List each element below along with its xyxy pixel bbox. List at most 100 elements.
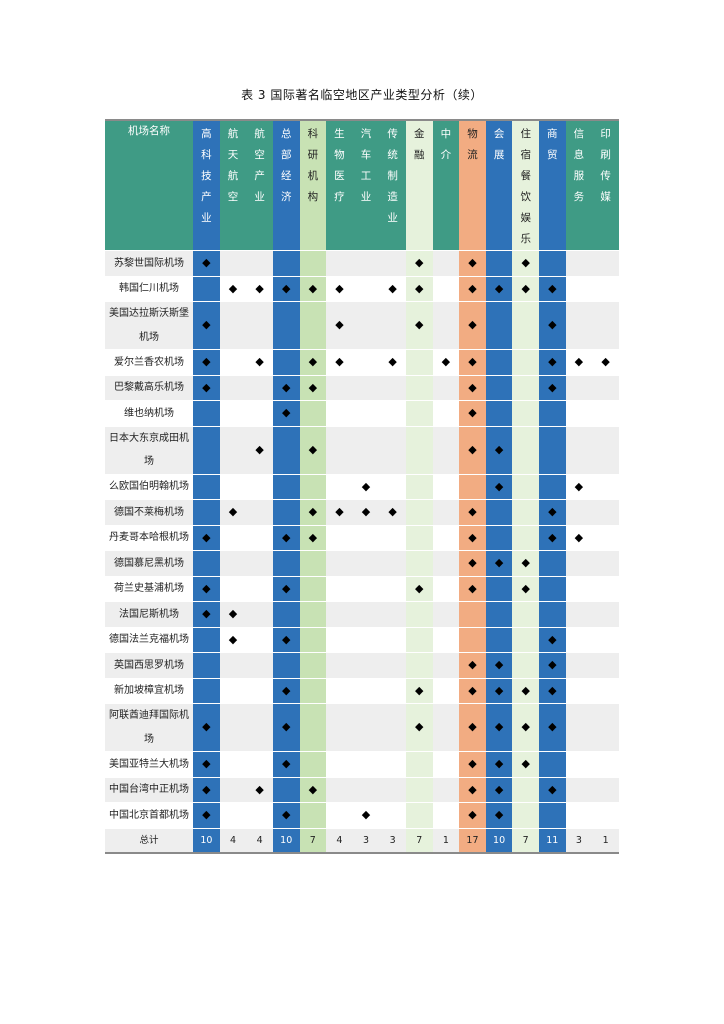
total-cell: 4	[219, 828, 247, 854]
column-header-label: 中介	[440, 128, 452, 161]
diamond-mark-icon: ◆	[494, 479, 504, 493]
diamond-mark-icon: ◆	[548, 720, 557, 734]
mark-cell	[326, 627, 353, 653]
diamond-mark-icon: ◆	[335, 505, 344, 518]
diamond-mark-icon: ◆	[468, 757, 477, 770]
mark-cell	[512, 499, 539, 526]
diamond-mark-icon: ◆	[202, 757, 211, 770]
mark-cell	[326, 525, 353, 551]
mark-cell	[299, 678, 327, 704]
column-header: 金融	[405, 120, 433, 251]
table-row: 德国不莱梅机场 ◆ ◆ ◆ ◆ ◆ ◆ ◆	[105, 499, 619, 526]
table-row: 阿联酋迪拜国际机场 ◆ ◆ ◆ ◆ ◆ ◆ ◆	[105, 703, 619, 752]
mark-cell: ◆	[246, 276, 273, 302]
mark-cell: ◆	[193, 349, 220, 376]
mark-cell	[219, 703, 247, 752]
table-row: 韩国仁川机场 ◆ ◆ ◆ ◆ ◆ ◆ ◆ ◆ ◆ ◆ ◆	[105, 276, 619, 302]
mark-cell	[193, 276, 220, 302]
mark-cell	[565, 250, 593, 277]
mark-cell	[379, 375, 406, 401]
mark-cell: ◆	[459, 777, 486, 803]
diamond-mark-icon: ◆	[361, 505, 371, 518]
diamond-mark-icon: ◆	[255, 281, 264, 295]
total-label: 总计	[105, 828, 194, 854]
mark-cell	[379, 652, 406, 679]
mark-cell: ◆	[459, 499, 486, 526]
mark-cell	[352, 678, 380, 704]
diamond-mark-icon: ◆	[494, 808, 504, 821]
column-header: 生物医疗	[326, 120, 353, 251]
mark-cell: ◆	[219, 276, 247, 302]
mark-cell	[219, 301, 247, 350]
mark-cell	[379, 250, 406, 277]
mark-cell	[592, 250, 619, 277]
mark-cell	[592, 499, 619, 526]
mark-cell	[432, 426, 460, 475]
mark-cell: ◆	[326, 499, 353, 526]
mark-cell	[565, 550, 593, 577]
column-header: 航空产业	[246, 120, 273, 251]
mark-cell: ◆	[405, 276, 433, 302]
mark-cell: ◆	[459, 276, 486, 302]
mark-cell	[326, 576, 353, 602]
mark-cell	[485, 627, 513, 653]
diamond-mark-icon: ◆	[494, 556, 504, 569]
total-cell: 1	[432, 828, 460, 854]
mark-cell: ◆	[459, 652, 486, 679]
diamond-mark-icon: ◆	[202, 355, 211, 368]
airport-name-cell: 丹麦哥本哈根机场	[105, 525, 194, 551]
mark-cell	[272, 349, 300, 376]
diamond-mark-icon: ◆	[308, 505, 318, 518]
diamond-mark-icon: ◆	[202, 256, 211, 269]
mark-cell	[405, 499, 433, 526]
diamond-mark-icon: ◆	[335, 355, 344, 368]
mark-cell	[485, 601, 513, 628]
mark-cell	[539, 751, 566, 778]
mark-cell: ◆	[246, 349, 273, 376]
mark-cell	[432, 301, 460, 350]
diamond-mark-icon: ◆	[415, 318, 424, 332]
mark-cell	[352, 250, 380, 277]
mark-cell: ◆	[379, 349, 406, 376]
mark-cell	[352, 652, 380, 679]
diamond-mark-icon: ◆	[468, 658, 477, 671]
diamond-mark-icon: ◆	[255, 355, 264, 368]
total-cell: 4	[326, 828, 353, 854]
diamond-mark-icon: ◆	[468, 808, 477, 821]
mark-cell	[405, 627, 433, 653]
mark-cell	[565, 276, 593, 302]
mark-cell: ◆	[299, 499, 327, 526]
diamond-mark-icon: ◆	[468, 683, 477, 697]
diamond-mark-icon: ◆	[548, 355, 557, 368]
mark-cell	[352, 777, 380, 803]
diamond-mark-icon: ◆	[308, 530, 318, 544]
mark-cell	[565, 777, 593, 803]
column-header-label: 住宿餐饮娱乐	[520, 128, 531, 245]
mark-cell: ◆	[272, 400, 300, 427]
diamond-mark-icon: ◆	[468, 256, 477, 269]
mark-cell	[592, 627, 619, 653]
mark-cell	[193, 550, 220, 577]
mark-cell: ◆	[459, 349, 486, 376]
mark-cell	[326, 400, 353, 427]
table-row: 巴黎戴高乐机场 ◆ ◆ ◆ ◆ ◆	[105, 375, 619, 401]
column-header-label: 物流	[467, 128, 478, 161]
mark-cell: ◆	[539, 301, 566, 350]
mark-cell	[565, 652, 593, 679]
total-cell: 10	[485, 828, 513, 854]
mark-cell	[352, 349, 380, 376]
mark-cell: ◆	[512, 250, 539, 277]
mark-cell: ◆	[539, 525, 566, 551]
mark-cell	[379, 802, 406, 829]
diamond-mark-icon: ◆	[468, 355, 477, 368]
diamond-mark-icon: ◆	[494, 757, 504, 770]
mark-cell	[299, 601, 327, 628]
column-header: 商贸	[539, 120, 566, 251]
mark-cell: ◆	[459, 250, 486, 277]
mark-cell	[512, 601, 539, 628]
mark-cell: ◆	[272, 525, 300, 551]
mark-cell	[379, 751, 406, 778]
mark-cell: ◆	[485, 751, 513, 778]
diamond-mark-icon: ◆	[388, 281, 397, 295]
mark-cell	[379, 301, 406, 350]
